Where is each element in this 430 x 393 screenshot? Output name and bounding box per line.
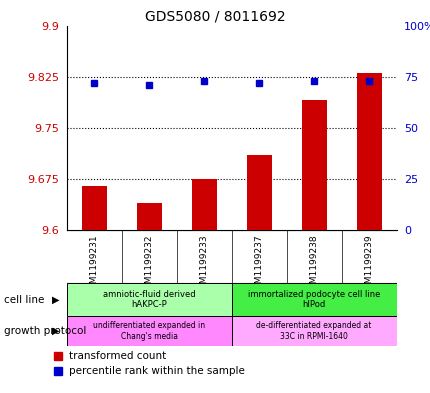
Text: GSM1199232: GSM1199232 [144,234,154,295]
Bar [136,203,161,230]
Text: amniotic-fluid derived
hAKPC-P: amniotic-fluid derived hAKPC-P [103,290,195,309]
Bar [246,155,271,230]
Text: undifferentiated expanded in
Chang's media: undifferentiated expanded in Chang's med… [93,321,205,341]
Text: GDS5080 / 8011692: GDS5080 / 8011692 [145,10,285,24]
Text: ▶: ▶ [52,295,60,305]
Text: GSM1199237: GSM1199237 [254,234,263,295]
Text: ▶: ▶ [52,326,60,336]
Text: percentile rank within the sample: percentile rank within the sample [69,366,244,376]
Bar [301,101,326,230]
Text: immortalized podocyte cell line
hIPod: immortalized podocyte cell line hIPod [247,290,379,309]
Text: cell line: cell line [4,295,45,305]
Bar [67,283,231,316]
Bar [191,179,216,230]
Text: GSM1199239: GSM1199239 [364,234,373,295]
Bar [82,185,106,230]
Text: GSM1199231: GSM1199231 [89,234,98,295]
Text: GSM1199233: GSM1199233 [199,234,208,295]
Bar [356,73,381,230]
Text: growth protocol: growth protocol [4,326,86,336]
Bar [231,283,396,316]
Text: GSM1199238: GSM1199238 [309,234,318,295]
Bar [231,316,396,346]
Bar [67,316,231,346]
Text: transformed count: transformed count [69,351,166,361]
Text: de-differentiated expanded at
33C in RPMI-1640: de-differentiated expanded at 33C in RPM… [256,321,371,341]
